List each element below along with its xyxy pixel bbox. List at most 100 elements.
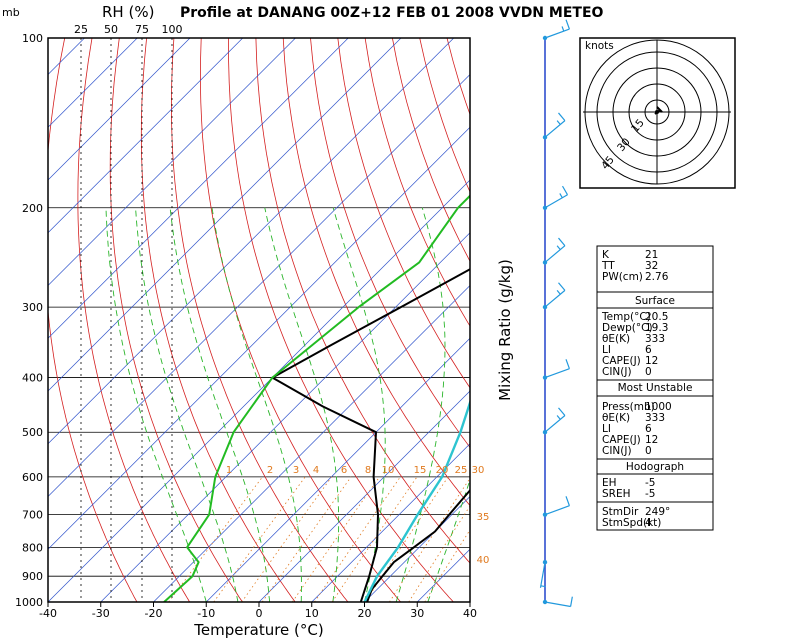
isotherm [206, 337, 470, 602]
temp-tick--40: -40 [39, 607, 57, 620]
moist-adiabat [264, 207, 340, 602]
surface-value-2: 333 [645, 333, 665, 345]
moist-adiabat [135, 207, 239, 602]
temp-tick--30: -30 [92, 607, 110, 620]
rh-tick-25: 25 [74, 23, 88, 36]
surface-value-1: 19.3 [645, 322, 668, 334]
most-unstable-value-0: 1000 [645, 401, 672, 413]
wind-barb-flag [558, 282, 566, 291]
x-axis-title: Temperature (°C) [193, 621, 323, 639]
most-unstable-key-3: CAPE(J) [602, 434, 641, 446]
profile-series-3 [163, 194, 470, 602]
temp-tick--20: -20 [145, 607, 163, 620]
temp-tick-0: 0 [256, 607, 263, 620]
dry-adiabat [140, 38, 296, 602]
mixing-ratio-label-15: 15 [414, 465, 427, 476]
chart-title: Profile at DANANG 00Z+12 FEB 01 2008 VVD… [180, 5, 604, 21]
index-value-1: 32 [645, 260, 658, 272]
wind-barb-shaft-150 [544, 120, 566, 138]
mixing-ratio-label-20: 20 [436, 465, 449, 476]
pressure-tick-100: 100 [22, 32, 43, 45]
temperature-axis: -40 -30 -20 -10 0 10 20 30 40 [39, 602, 477, 620]
most-unstable-value-2: 6 [645, 423, 652, 435]
surface-value-3: 6 [645, 344, 652, 356]
wind-barb-shaft-700 [544, 505, 570, 516]
surface-header: Surface [635, 295, 675, 307]
wind-barb-shaft-500 [544, 415, 566, 433]
mixing-ratio-line [168, 476, 263, 602]
dry-adiabat [228, 38, 454, 602]
hodograph-units: knots [585, 40, 614, 52]
surface-key-1: Dewp(°C) [602, 322, 653, 334]
hodo-params-b-value-0: 249° [645, 506, 670, 518]
wind-barb-half-flag [556, 290, 561, 295]
wind-barb-half-flag [561, 26, 565, 32]
isotherm [48, 179, 470, 602]
rh-tick-50: 50 [104, 23, 118, 36]
wind-barb-half-flag [556, 120, 561, 125]
isotherm [258, 390, 470, 602]
isotherm [364, 496, 470, 602]
pressure-axis: 100 200 300 400 500 600 700 800 900 1000 [15, 32, 43, 609]
mixing-ratio-label-8: 8 [365, 465, 371, 476]
mixing-ratio-line [213, 476, 306, 602]
profile-series-1 [271, 268, 470, 602]
surface-key-0: Temp(°C) [601, 311, 651, 323]
rh-label: RH (%) [102, 3, 154, 21]
hodo-params-a-key-1: SREH [602, 488, 631, 500]
temp-tick-40: 40 [463, 607, 477, 620]
mixing-ratio-label-30: 30 [472, 465, 485, 476]
wind-barb-flag [565, 359, 570, 369]
wind-barb-shaft-400 [544, 368, 570, 379]
mixing-ratio-label-10: 10 [382, 465, 395, 476]
most-unstable-value-1: 333 [645, 412, 665, 424]
surface-value-4: 12 [645, 355, 658, 367]
most-unstable-key-2: LI [602, 423, 611, 435]
mixing-ratio-label-25: 25 [455, 465, 468, 476]
isotherm [48, 38, 349, 339]
isotherm [48, 74, 470, 497]
most-unstable-value-4: 0 [645, 445, 652, 457]
pressure-tick-700: 700 [22, 509, 43, 522]
wind-barb-shaft-300 [544, 289, 566, 308]
wind-barb-half-flag [540, 585, 546, 588]
dry-adiabat [282, 38, 470, 507]
mixing-ratio-label-3: 3 [293, 465, 299, 476]
temp-tick-30: 30 [410, 607, 424, 620]
most-unstable-key-4: CIN(J) [602, 445, 632, 457]
rh-tick-100: 100 [162, 23, 183, 36]
pressure-tick-1000: 1000 [15, 596, 43, 609]
wind-barb-flag [561, 185, 569, 196]
isotherm [48, 38, 296, 286]
mixing-ratio-label-6: 6 [341, 465, 347, 476]
mixing-ratio-label-4: 4 [313, 465, 319, 476]
mixing-ratio-axis-title: Mixing Ratio (g/kg) [496, 259, 514, 401]
pressure-tick-500: 500 [22, 426, 43, 439]
pressure-tick-400: 400 [22, 372, 43, 385]
wind-barb-shaft-1000 [544, 601, 571, 608]
panel-frame [596, 245, 714, 531]
isotherm [48, 38, 243, 234]
index-key-2: PW(cm) [602, 271, 643, 283]
index-key-0: K [602, 249, 610, 261]
temp-tick-20: 20 [358, 607, 372, 620]
dry-adiabat [77, 38, 190, 602]
dry-adiabat [48, 38, 138, 602]
pressure-tick-300: 300 [22, 301, 43, 314]
hodo-params-b-key-1: StmSpd(kt) [602, 517, 661, 529]
dry-adiabat [310, 38, 470, 449]
pressure-tick-200: 200 [22, 202, 43, 215]
pressure-tick-600: 600 [22, 471, 43, 484]
background-grid [48, 38, 470, 602]
surface-key-2: θE(K) [602, 333, 630, 345]
wind-barb-half-flag [556, 415, 561, 420]
temp-tick-10: 10 [305, 607, 319, 620]
wind-barb-half-flag [556, 245, 561, 250]
wind-barb-flag [558, 112, 566, 121]
surface-key-3: LI [602, 344, 611, 356]
moist-adiabat [211, 207, 302, 602]
hodo-params-a-value-1: -5 [645, 488, 655, 500]
mixing-ratio-label-1: 1 [226, 465, 232, 476]
hodo-params-b-value-1: 4 [645, 517, 652, 529]
